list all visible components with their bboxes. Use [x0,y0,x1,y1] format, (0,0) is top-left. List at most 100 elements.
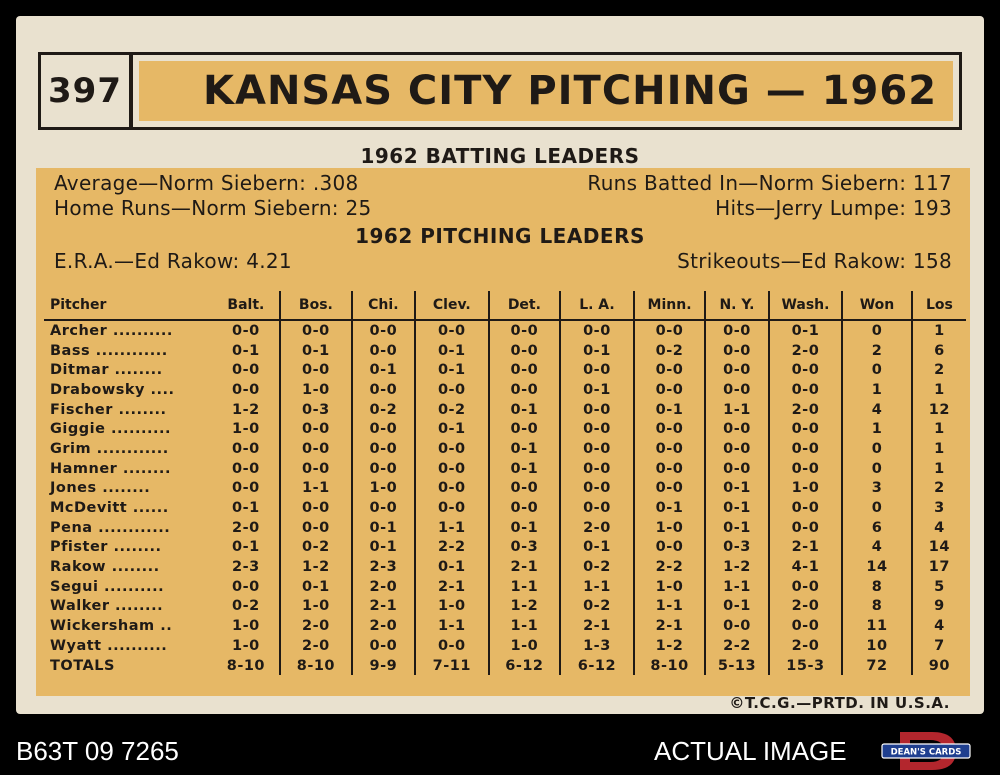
record-cell: 0-1 [487,458,561,479]
pitcher-name-cell: Walker ........ [50,598,164,615]
record-cell: 0-0 [279,320,352,341]
record-cell: 1-0 [632,576,706,597]
record-cell: 1-2 [232,401,260,418]
record-cell: 1-1 [704,399,769,420]
record-cell: 0-1 [487,399,561,420]
column-header: Won [841,291,912,321]
record-cell: 0-0 [414,478,489,499]
record-cell: 7 [910,636,966,656]
record-cell: 0-1 [232,342,260,359]
record-cell: 0-0 [632,478,706,499]
record-cell: 1-1 [632,596,706,617]
record-cell: 0-0 [350,439,416,459]
record-cell: 0-0 [767,419,843,440]
record-cell: 0-0 [279,360,352,381]
table-row: Walker ........ 0-2 1-0 2-1 1-0 1-2 0-2 1-1 0-1 2… [44,596,966,617]
record-cell: 0-1 [559,380,634,400]
column-header: Pitcher [44,291,213,321]
record-cell: 2-0 [767,636,843,656]
pitching-record-table: Pitcher Balt. Bos. Chi. Clev. Det. L. A. Minn. N… [44,291,966,676]
record-cell: 0-0 [350,498,416,518]
record-cell: 1-1 [559,576,634,597]
record-cell: 0-2 [559,596,634,617]
record-cell: 0-0 [632,380,706,400]
rbi-leader: Runs Batted In—Norm Siebern: 117 [587,171,952,195]
record-cell: 1-1 [414,517,489,538]
card-header: 397 KANSAS CITY PITCHING — 1962 [38,52,962,130]
record-cell: 0-0 [350,458,416,479]
pitcher-name-cell: Segui .......... [50,578,165,595]
era-leader: E.R.A.—Ed Rakow: 4.21 [54,249,292,273]
column-header: N. Y. [704,291,769,321]
record-cell: 6-12 [487,655,561,676]
record-cell: 1-1 [414,616,489,636]
column-header: L. A. [559,291,634,321]
record-cell: 8-10 [226,657,266,674]
record-cell: 5 [910,576,966,597]
pitcher-name-cell: Wickersham .. [50,618,173,635]
record-cell: 4 [910,616,966,636]
record-cell: 0-0 [350,320,416,341]
record-cell: 0-0 [704,419,769,440]
record-cell: 2-0 [767,596,843,617]
pitcher-name-cell: Archer .......... [50,322,173,339]
record-cell: 2-2 [704,636,769,656]
record-cell: 2-3 [350,557,416,577]
table-row: Ditmar ........ 0-0 0-0 0-1 0-1 0-0 0-0 0-0 0-0 0… [44,360,966,381]
record-cell: 0-0 [767,576,843,597]
record-cell: 0-0 [414,380,489,400]
record-cell: 2 [910,360,966,381]
record-cell: 1-0 [350,478,416,499]
record-cell: 0-2 [414,399,489,420]
record-cell: 0-1 [559,340,634,361]
record-cell: 0-0 [279,498,352,518]
table-row: Bass ............ 0-1 0-1 0-0 0-1 0-0 0-1 0-2 0-… [44,340,966,361]
pitcher-name-cell: Pfister ........ [50,539,162,556]
record-cell: 2-1 [414,576,489,597]
record-cell: 2-0 [232,519,260,536]
column-header: Chi. [350,291,416,321]
record-cell: 0-1 [632,399,706,420]
record-cell: 0-1 [632,498,706,518]
record-cell: 1 [841,380,912,400]
record-cell: 0-2 [232,598,260,615]
table-row: Fischer ........ 1-2 0-3 0-2 0-2 0-1 0-0 0-1 1-1… [44,399,966,420]
record-cell: 1-0 [279,596,352,617]
record-cell: 0-0 [559,458,634,479]
record-cell: 0-0 [350,340,416,361]
record-cell: 10 [841,636,912,656]
record-cell: 0-0 [279,458,352,479]
column-header: Balt. [212,291,281,321]
record-cell: 2-0 [279,636,352,656]
record-cell: 0-0 [767,439,843,459]
record-cell: 0-0 [487,498,561,518]
record-cell: 0-0 [704,380,769,400]
table-body: Archer .......... 0-0 0-0 0-0 0-0 0-0 0-0 0-0 0-… [44,320,966,676]
record-cell: 0-0 [350,636,416,656]
record-cell: 1 [910,320,966,341]
record-cell: 2-1 [350,596,416,617]
record-cell: 1-1 [487,576,561,597]
record-cell: 2-0 [279,616,352,636]
record-cell: 0-0 [767,498,843,518]
record-cell: 8 [841,576,912,597]
record-cell: 1-0 [279,380,352,400]
record-cell: 0-1 [704,596,769,617]
record-cell: 0-3 [704,537,769,558]
record-cell: 0-0 [487,340,561,361]
record-cell: 0-0 [414,636,489,656]
record-cell: 1-2 [632,636,706,656]
hits-leader: Hits—Jerry Lumpe: 193 [715,196,952,220]
record-cell: 17 [910,557,966,577]
record-cell: 2-0 [350,576,416,597]
record-cell: 0-0 [632,537,706,558]
column-header: Bos. [279,291,352,321]
record-cell: 0-0 [232,460,260,477]
record-cell: 0-0 [232,362,260,379]
pitcher-name-cell: Pena ............ [50,519,171,536]
column-header: Det. [487,291,561,321]
column-header: Los [910,291,966,321]
record-cell: 0-0 [767,616,843,636]
record-cell: 0-3 [487,537,561,558]
record-cell: 0-0 [704,320,769,341]
